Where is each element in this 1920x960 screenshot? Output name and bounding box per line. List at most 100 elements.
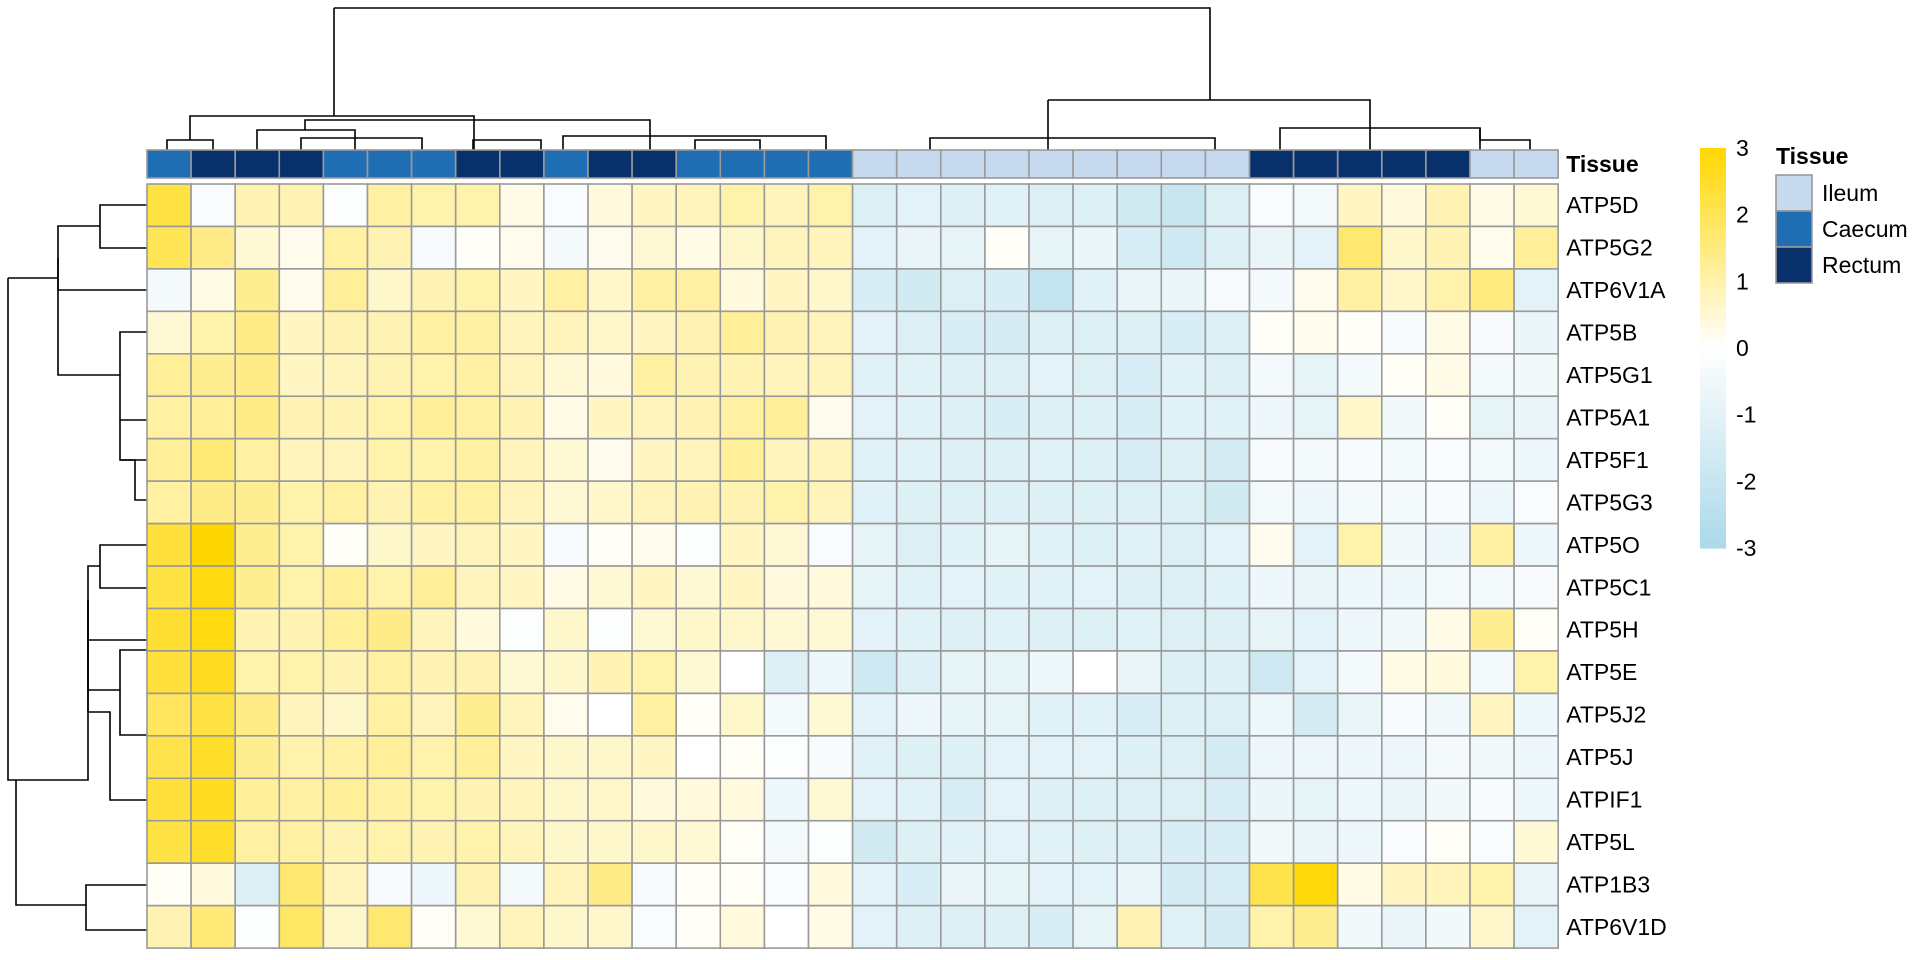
- heatmap-cell: [1469, 650, 1515, 695]
- heatmap-cell: [1248, 225, 1295, 270]
- legend-gradient-step: [1700, 414, 1726, 422]
- heatmap-cell: [1116, 183, 1163, 228]
- heatmap-cell: [1336, 480, 1383, 525]
- heatmap-cell: [895, 777, 942, 822]
- heatmap-cell: [984, 183, 1030, 228]
- heatmap-cell: [1072, 777, 1118, 822]
- row-dendrogram: [7, 204, 147, 931]
- heatmap-cell: [234, 395, 281, 440]
- heatmap-cell: [631, 692, 677, 737]
- heatmap-cell: [1028, 522, 1074, 567]
- heatmap-cell: [807, 650, 854, 695]
- heatmap-cell: [322, 268, 369, 313]
- heatmap-cell: [587, 480, 633, 525]
- legend-gradient-step: [1700, 314, 1726, 322]
- dendrogram-branch: [256, 129, 356, 150]
- dendrogram-branch: [562, 135, 827, 150]
- dendrogram-branch: [85, 905, 147, 931]
- heatmap-cell: [895, 735, 942, 780]
- heatmap-cell: [1160, 819, 1207, 865]
- heatmap-cell: [543, 607, 589, 652]
- heatmap-cell: [895, 904, 942, 949]
- heatmap-cell: [587, 565, 633, 610]
- heatmap-cell: [631, 352, 677, 398]
- heatmap-cell: [587, 310, 633, 355]
- legend-gradient-step: [1700, 241, 1726, 249]
- heatmap-cell: [1336, 310, 1383, 355]
- dendrogram-branch: [472, 139, 542, 150]
- heatmap-cell: [1513, 225, 1559, 270]
- heatmap-cell: [543, 862, 589, 907]
- heatmap-cell: [190, 183, 237, 228]
- annotation-cell: [1381, 149, 1427, 179]
- heatmap-cell: [1381, 735, 1427, 780]
- legend-gradient-step: [1700, 261, 1726, 269]
- heatmap-cell: [543, 352, 589, 398]
- heatmap-cell: [146, 480, 192, 525]
- heatmap-cell: [675, 692, 722, 737]
- heatmap-cell: [1160, 522, 1207, 567]
- heatmap-cell: [895, 607, 942, 652]
- heatmap-cell: [1072, 480, 1118, 525]
- heatmap-cell: [234, 862, 281, 907]
- heatmap-cell: [763, 862, 810, 907]
- heatmap-cell: [1425, 735, 1471, 780]
- heatmap-cell: [763, 650, 810, 695]
- heatmap-cell: [366, 904, 413, 949]
- heatmap-cell: [366, 268, 413, 313]
- heatmap-cell: [1469, 777, 1515, 822]
- heatmap-cell: [543, 522, 589, 567]
- heatmap-cells: [146, 183, 1559, 949]
- heatmap-cell: [1513, 437, 1559, 482]
- legend-gradient-step: [1700, 421, 1726, 429]
- legend-tick-label: -3: [1736, 535, 1756, 561]
- heatmap-cell: [1425, 183, 1471, 228]
- legend-gradient-step: [1700, 334, 1726, 342]
- heatmap-cell: [366, 650, 413, 695]
- heatmap-cell: [1425, 522, 1471, 567]
- heatmap-cell: [1072, 395, 1118, 440]
- heatmap-cell: [1425, 268, 1471, 313]
- heatmap-cell: [939, 735, 986, 780]
- heatmap-cell: [1116, 735, 1163, 780]
- heatmap-cell: [587, 777, 633, 822]
- heatmap-cell: [1469, 565, 1515, 610]
- annotation-cell: [1248, 149, 1295, 179]
- heatmap-cell: [1204, 225, 1251, 270]
- heatmap-cell: [498, 225, 545, 270]
- row-label: ATP5D: [1566, 192, 1638, 218]
- row-label: ATP5B: [1566, 320, 1637, 346]
- heatmap-cell: [543, 565, 589, 610]
- heatmap-cell: [322, 650, 369, 695]
- row-label: ATPIF1: [1566, 787, 1642, 813]
- heatmap-cell: [498, 735, 545, 780]
- legend-gradient-step: [1700, 441, 1726, 449]
- heatmap-cell: [1116, 607, 1163, 652]
- legend-gradient-step: [1700, 348, 1726, 356]
- heatmap-cell: [984, 819, 1030, 865]
- heatmap-cell: [1204, 268, 1251, 313]
- heatmap-cell: [851, 650, 898, 695]
- heatmap-cell: [278, 692, 325, 737]
- heatmap-cell: [410, 480, 457, 525]
- heatmap-cell: [1469, 225, 1515, 270]
- heatmap-cell: [1381, 352, 1427, 398]
- heatmap-cell: [1116, 352, 1163, 398]
- heatmap-cell: [675, 777, 722, 822]
- heatmap-cell: [675, 310, 722, 355]
- legend-gradient-step: [1700, 468, 1726, 476]
- heatmap-cell: [454, 565, 501, 610]
- tissue-legend-label: Rectum: [1822, 252, 1901, 278]
- annotation-cell: [851, 149, 898, 179]
- heatmap-cell: [895, 268, 942, 313]
- heatmap-cell: [763, 225, 810, 270]
- heatmap-cell: [719, 480, 766, 525]
- heatmap-cell: [146, 565, 192, 610]
- heatmap-cell: [322, 395, 369, 440]
- legend-gradient-step: [1700, 488, 1726, 496]
- legend-gradient-step: [1700, 161, 1726, 169]
- tissue-legend-swatch: [1775, 174, 1813, 212]
- annotation-cell: [631, 149, 677, 179]
- legend-gradient-step: [1700, 394, 1726, 402]
- heatmap-cell: [807, 735, 854, 780]
